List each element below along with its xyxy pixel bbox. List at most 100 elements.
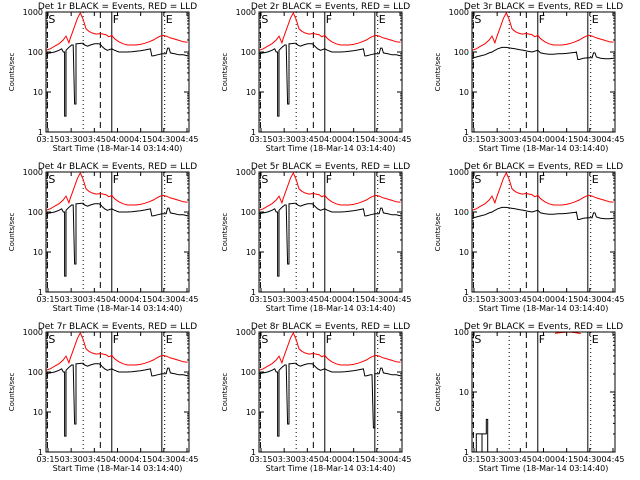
marker-label: F [326,173,332,186]
y-tick-label: 1000 [236,168,256,177]
marker-label: F [539,333,545,346]
y-tick-label: 10 [246,408,256,417]
x-tick-label: 04:30 [578,135,601,144]
lld-rate-line [554,332,581,335]
x-tick-label: 04:15 [342,135,365,144]
plot-frame [258,11,403,133]
x-tick-label: 04:15 [129,295,152,304]
lld-rate-line [46,172,188,211]
x-axis-label: Start Time (18-Mar-14 03:14:40) [53,464,183,473]
y-axis-label: Counts/sec [8,373,16,412]
lld-rate-line [46,12,188,51]
lld-rate-line [259,332,401,371]
x-tick-label: 04:00 [532,135,555,144]
x-tick-label: 04:30 [152,135,175,144]
marker-label: F [113,173,119,186]
x-tick-label: 04:15 [129,455,152,464]
x-tick-label: 03:30 [273,295,296,304]
y-tick-label: 1 [251,288,256,297]
x-tick-label: 03:30 [60,135,83,144]
y-tick-label: 10 [459,248,469,257]
y-tick-label: 100 [28,368,43,377]
y-tick-label: 1 [464,448,469,457]
y-tick-label: 1 [251,128,256,137]
marker-label: F [539,173,545,186]
y-tick-label: 1 [38,448,43,457]
panel-title: Det 5r BLACK = Events, RED = LLD [251,162,410,172]
x-axis-label: Start Time (18-Mar-14 03:14:40) [266,304,396,313]
y-tick-label: 10 [246,248,256,257]
y-tick-label: 10 [459,388,469,397]
x-tick-label: 03:30 [486,135,509,144]
marker-label: F [326,333,332,346]
panel-title: Det 4r BLACK = Events, RED = LLD [38,162,197,172]
plot-frame [471,11,616,133]
x-tick-label: 04:30 [578,455,601,464]
marker-label: S [474,333,481,346]
x-tick-label: 04:45 [388,295,411,304]
y-tick-label: 1 [464,288,469,297]
x-tick-label: 03:45 [509,135,532,144]
y-tick-label: 1000 [236,8,256,17]
x-tick-label: 03:30 [486,295,509,304]
marker-label: E [592,173,599,186]
x-tick-label: 03:30 [60,455,83,464]
x-tick-label: 04:00 [319,135,342,144]
x-tick-label: 03:15 [249,295,272,304]
y-tick-label: 1 [38,288,43,297]
y-axis-label: Counts/sec [221,213,229,252]
marker-label: S [48,333,55,346]
marker-label: S [261,333,268,346]
x-tick-label: 03:45 [509,455,532,464]
event-rate-line [46,362,188,437]
x-tick-label: 04:00 [532,295,555,304]
x-tick-label: 03:30 [486,455,509,464]
x-tick-label: 04:30 [365,455,388,464]
x-tick-label: 03:15 [462,455,485,464]
y-tick-label: 10 [33,248,43,257]
marker-label: S [474,13,481,26]
y-tick-label: 100 [454,48,469,57]
x-tick-label: 03:45 [296,295,319,304]
x-tick-label: 04:00 [106,135,129,144]
x-tick-label: 04:00 [106,455,129,464]
x-tick-label: 03:45 [83,135,106,144]
marker-label: E [166,173,173,186]
y-tick-label: 100 [454,328,469,337]
x-tick-label: 04:00 [319,295,342,304]
x-tick-label: 04:45 [175,295,198,304]
y-tick-label: 10 [33,88,43,97]
marker-label: F [113,333,119,346]
x-tick-label: 04:15 [555,295,578,304]
panel-title: Det 3r BLACK = Events, RED = LLD [464,2,623,12]
x-tick-label: 04:30 [152,455,175,464]
x-axis-label: Start Time (18-Mar-14 03:14:40) [53,144,183,153]
x-tick-label: 04:45 [388,455,411,464]
lld-rate-line [472,172,614,211]
x-axis-label: Start Time (18-Mar-14 03:14:40) [266,144,396,153]
panel-title: Det 6r BLACK = Events, RED = LLD [464,162,623,172]
x-tick-label: 04:45 [175,455,198,464]
panel-title: Det 9r BLACK = Events, RED = LLD [464,322,623,332]
y-axis-label: Counts/sec [221,373,229,412]
x-tick-label: 03:15 [249,135,272,144]
y-tick-label: 1000 [236,328,256,337]
y-tick-label: 100 [241,368,256,377]
marker-label: F [326,13,332,26]
lld-rate-line [259,172,401,211]
y-tick-label: 1000 [449,8,469,17]
marker-label: S [261,173,268,186]
y-tick-label: 100 [28,208,43,217]
event-rate-line [259,362,401,437]
y-tick-label: 10 [459,88,469,97]
event-rate-line [46,42,188,117]
x-tick-label: 03:15 [36,455,59,464]
y-axis-label: Counts/sec [221,53,229,92]
